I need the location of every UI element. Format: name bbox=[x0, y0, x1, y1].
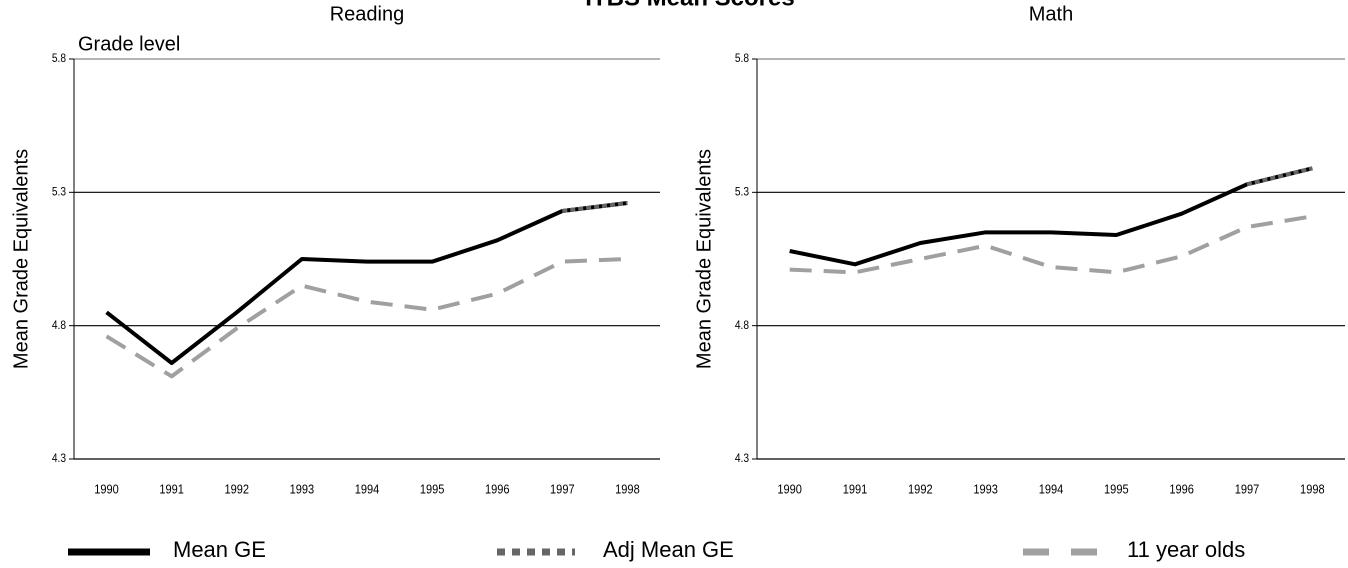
x-tick-label: 1990 bbox=[777, 482, 802, 497]
x-tick-label: 1992 bbox=[224, 482, 249, 497]
y-tick-label: 4.8 bbox=[52, 319, 66, 332]
legend-label: 11 year olds bbox=[1127, 537, 1245, 562]
x-tick-label: 1990 bbox=[94, 482, 119, 497]
x-tick-label: 1993 bbox=[973, 482, 998, 497]
x-tick-label: 1997 bbox=[550, 482, 575, 497]
annotation: Grade level bbox=[78, 33, 180, 55]
legend-label: Adj Mean GE bbox=[603, 537, 734, 562]
x-tick-label: 1991 bbox=[159, 482, 184, 497]
series-line bbox=[789, 166, 1313, 267]
x-tick-label: 1997 bbox=[1235, 482, 1260, 497]
legend-label: Mean GE bbox=[173, 537, 266, 562]
x-tick-label: 1996 bbox=[485, 482, 510, 497]
series-line bbox=[105, 201, 628, 365]
x-tick-label: 1992 bbox=[908, 482, 933, 497]
y-tick-label: 4.3 bbox=[735, 452, 749, 465]
series-line bbox=[105, 257, 628, 379]
series-line bbox=[562, 201, 628, 213]
y-tick-label: 4.3 bbox=[52, 452, 66, 465]
chart-title: ITBS Mean Scores bbox=[585, 0, 794, 11]
y-tick-label: 4.8 bbox=[735, 319, 749, 332]
x-tick-label: 1994 bbox=[355, 482, 380, 497]
y-tick-label: 5.8 bbox=[52, 52, 66, 65]
series-line bbox=[1246, 166, 1313, 187]
panel-title: Math bbox=[1029, 3, 1073, 25]
x-tick-label: 1994 bbox=[1039, 482, 1064, 497]
y-tick-label: 5.3 bbox=[52, 186, 66, 199]
panel-title: Reading bbox=[330, 3, 405, 25]
x-tick-label: 1991 bbox=[843, 482, 868, 497]
x-tick-label: 1993 bbox=[290, 482, 315, 497]
series-line bbox=[789, 214, 1313, 275]
x-tick-label: 1995 bbox=[1104, 482, 1129, 497]
x-tick-label: 1998 bbox=[1300, 482, 1325, 497]
y-axis-label: Mean Grade Equivalents bbox=[10, 149, 32, 369]
y-tick-label: 5.8 bbox=[735, 52, 749, 65]
x-tick-label: 1995 bbox=[420, 482, 445, 497]
y-axis-label: Mean Grade Equivalents bbox=[693, 149, 715, 369]
x-tick-label: 1998 bbox=[615, 482, 640, 497]
x-tick-label: 1996 bbox=[1169, 482, 1194, 497]
y-tick-label: 5.3 bbox=[735, 186, 749, 199]
